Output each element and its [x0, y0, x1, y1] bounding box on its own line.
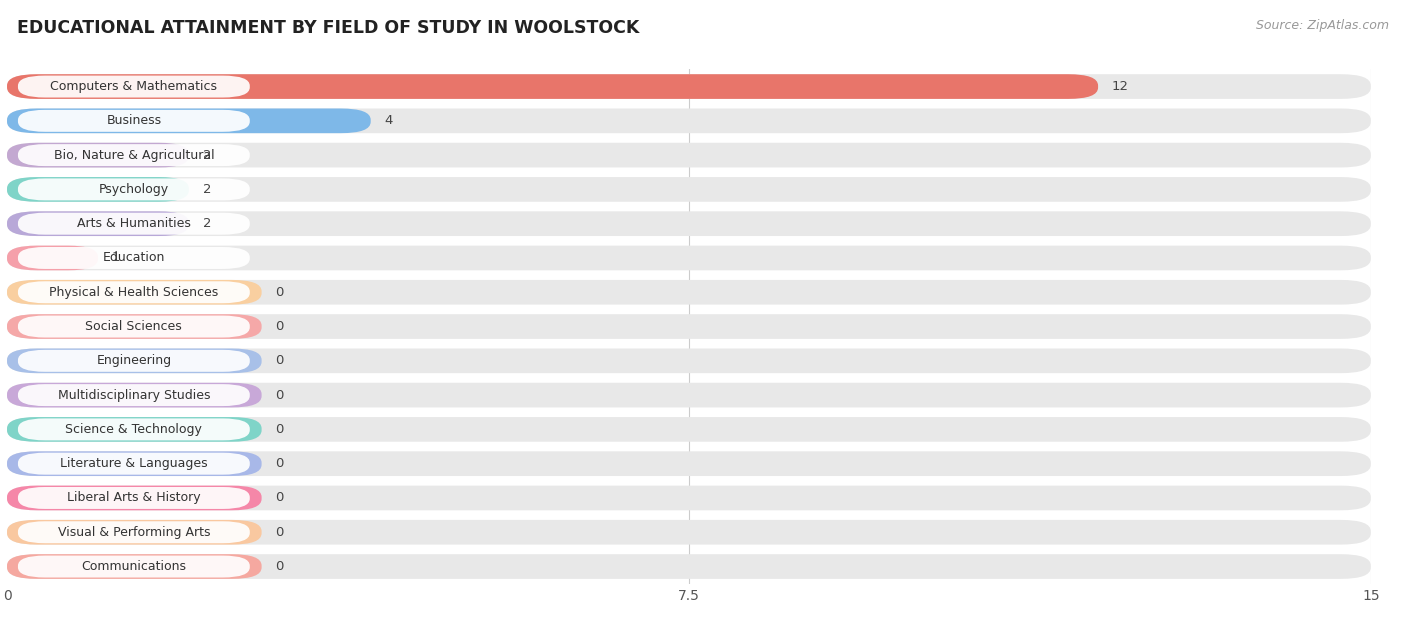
Text: Business: Business — [107, 114, 162, 127]
Text: Psychology: Psychology — [98, 183, 169, 196]
Text: 0: 0 — [276, 355, 284, 367]
FancyBboxPatch shape — [7, 211, 188, 236]
Text: Multidisciplinary Studies: Multidisciplinary Studies — [58, 389, 209, 401]
FancyBboxPatch shape — [7, 520, 262, 545]
Text: 0: 0 — [276, 560, 284, 573]
FancyBboxPatch shape — [18, 555, 250, 577]
FancyBboxPatch shape — [7, 417, 1371, 442]
FancyBboxPatch shape — [7, 143, 1371, 167]
FancyBboxPatch shape — [18, 487, 250, 509]
Text: 0: 0 — [276, 286, 284, 298]
FancyBboxPatch shape — [18, 76, 250, 98]
Text: 0: 0 — [276, 423, 284, 436]
FancyBboxPatch shape — [7, 211, 1371, 236]
Text: 0: 0 — [276, 457, 284, 470]
FancyBboxPatch shape — [7, 383, 262, 408]
FancyBboxPatch shape — [7, 348, 262, 373]
FancyBboxPatch shape — [7, 245, 1371, 270]
FancyBboxPatch shape — [7, 451, 262, 476]
FancyBboxPatch shape — [7, 486, 262, 510]
FancyBboxPatch shape — [7, 177, 1371, 202]
Text: Education: Education — [103, 252, 165, 264]
FancyBboxPatch shape — [18, 110, 250, 132]
Text: Liberal Arts & History: Liberal Arts & History — [67, 492, 201, 504]
FancyBboxPatch shape — [18, 452, 250, 475]
FancyBboxPatch shape — [18, 247, 250, 269]
FancyBboxPatch shape — [7, 348, 1371, 373]
Text: 0: 0 — [276, 526, 284, 539]
Text: Physical & Health Sciences: Physical & Health Sciences — [49, 286, 218, 298]
Text: Arts & Humanities: Arts & Humanities — [77, 217, 191, 230]
FancyBboxPatch shape — [7, 383, 1371, 408]
Text: 2: 2 — [202, 217, 211, 230]
Text: Source: ZipAtlas.com: Source: ZipAtlas.com — [1256, 19, 1389, 32]
FancyBboxPatch shape — [7, 554, 1371, 579]
FancyBboxPatch shape — [7, 417, 262, 442]
FancyBboxPatch shape — [18, 418, 250, 440]
Text: Social Sciences: Social Sciences — [86, 320, 183, 333]
FancyBboxPatch shape — [7, 74, 1371, 99]
FancyBboxPatch shape — [7, 451, 1371, 476]
FancyBboxPatch shape — [18, 384, 250, 406]
FancyBboxPatch shape — [7, 143, 188, 167]
FancyBboxPatch shape — [7, 280, 262, 305]
Text: 0: 0 — [276, 492, 284, 504]
Text: 2: 2 — [202, 149, 211, 162]
Text: Bio, Nature & Agricultural: Bio, Nature & Agricultural — [53, 149, 214, 162]
FancyBboxPatch shape — [18, 213, 250, 235]
Text: 1: 1 — [111, 252, 120, 264]
Text: Literature & Languages: Literature & Languages — [60, 457, 208, 470]
Text: EDUCATIONAL ATTAINMENT BY FIELD OF STUDY IN WOOLSTOCK: EDUCATIONAL ATTAINMENT BY FIELD OF STUDY… — [17, 19, 640, 37]
FancyBboxPatch shape — [7, 280, 1371, 305]
FancyBboxPatch shape — [7, 486, 1371, 510]
FancyBboxPatch shape — [18, 350, 250, 372]
Text: Engineering: Engineering — [96, 355, 172, 367]
FancyBboxPatch shape — [7, 554, 262, 579]
FancyBboxPatch shape — [7, 314, 262, 339]
Text: 2: 2 — [202, 183, 211, 196]
FancyBboxPatch shape — [7, 74, 1098, 99]
FancyBboxPatch shape — [7, 109, 1371, 133]
FancyBboxPatch shape — [7, 314, 1371, 339]
FancyBboxPatch shape — [7, 109, 371, 133]
FancyBboxPatch shape — [7, 245, 98, 270]
FancyBboxPatch shape — [18, 179, 250, 201]
FancyBboxPatch shape — [7, 177, 188, 202]
Text: 0: 0 — [276, 320, 284, 333]
FancyBboxPatch shape — [18, 521, 250, 543]
Text: 4: 4 — [384, 114, 392, 127]
Text: Science & Technology: Science & Technology — [66, 423, 202, 436]
FancyBboxPatch shape — [18, 316, 250, 338]
FancyBboxPatch shape — [7, 520, 1371, 545]
Text: Computers & Mathematics: Computers & Mathematics — [51, 80, 218, 93]
Text: 0: 0 — [276, 389, 284, 401]
Text: 12: 12 — [1112, 80, 1129, 93]
FancyBboxPatch shape — [18, 281, 250, 304]
Text: Communications: Communications — [82, 560, 187, 573]
FancyBboxPatch shape — [18, 144, 250, 166]
Text: Visual & Performing Arts: Visual & Performing Arts — [58, 526, 209, 539]
